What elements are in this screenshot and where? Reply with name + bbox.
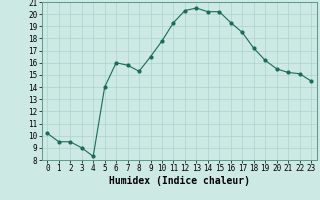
X-axis label: Humidex (Indice chaleur): Humidex (Indice chaleur) <box>109 176 250 186</box>
